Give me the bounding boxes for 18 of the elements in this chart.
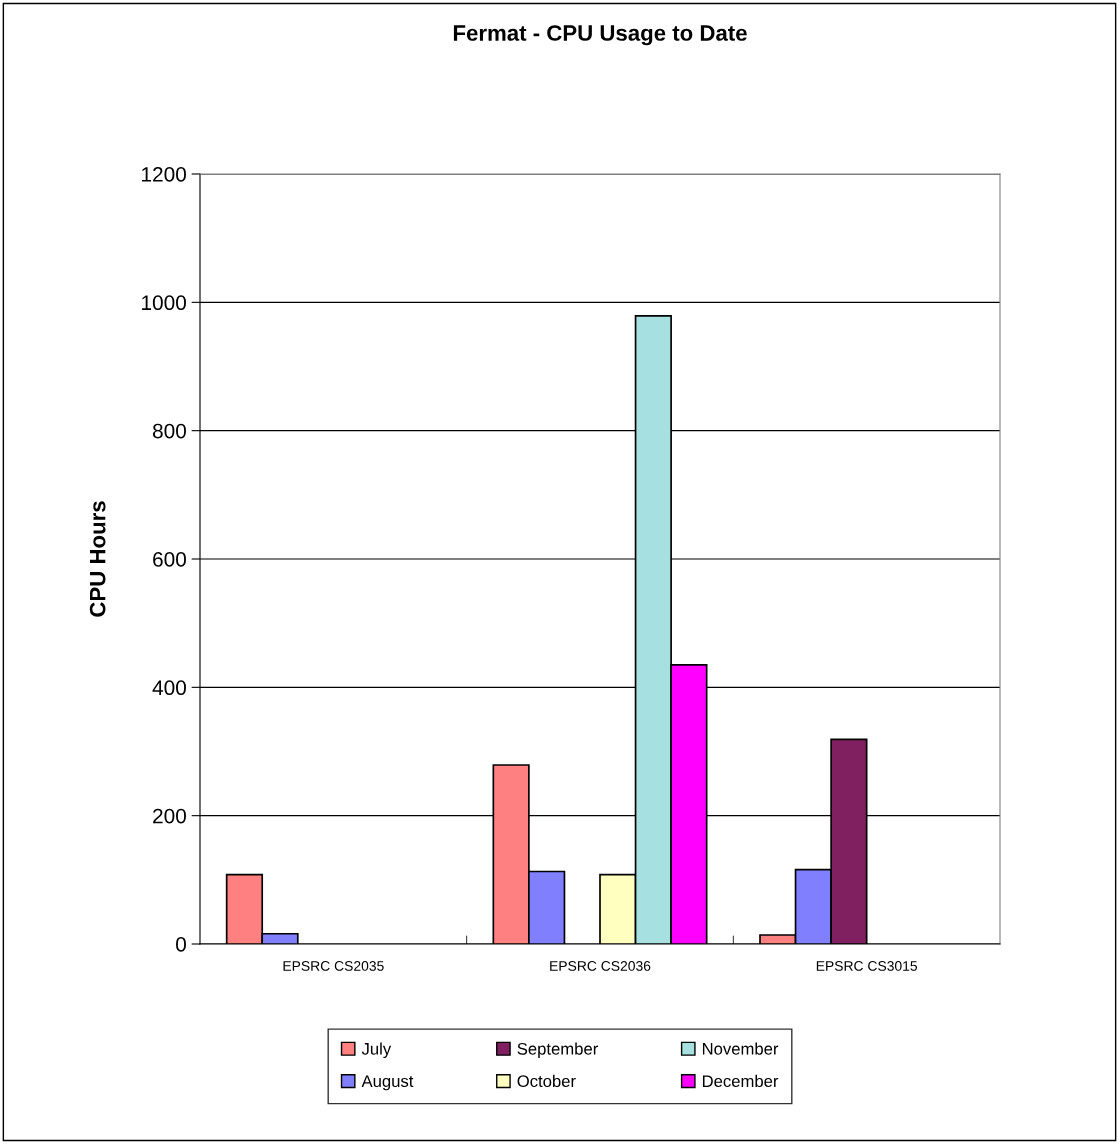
legend-label: October [517,1074,576,1088]
y-tick-label: 600 [153,552,186,567]
y-axis-title: CPU Hours [89,501,106,617]
y-tick-label: 0 [176,937,186,952]
legend-label: September [517,1042,598,1059]
legend-label: November [702,1042,779,1055]
x-tick-label: EPSRC CS2036 [550,961,651,971]
x-tick-label: EPSRC CS2035 [283,961,384,971]
y-tick-label: 800 [152,423,186,439]
legend-label: December [702,1074,779,1088]
legend-label: July [361,1042,392,1059]
y-tick-label: 1000 [142,295,186,311]
chart-title: Fermat - CPU Usage to Date [453,25,747,46]
x-tick-label: EPSRC CS3015 [816,961,918,971]
y-tick-label: 200 [153,808,186,824]
legend-label: August [361,1075,414,1091]
y-tick-label: 1200 [142,167,186,182]
y-tick-label: 400 [152,680,186,696]
